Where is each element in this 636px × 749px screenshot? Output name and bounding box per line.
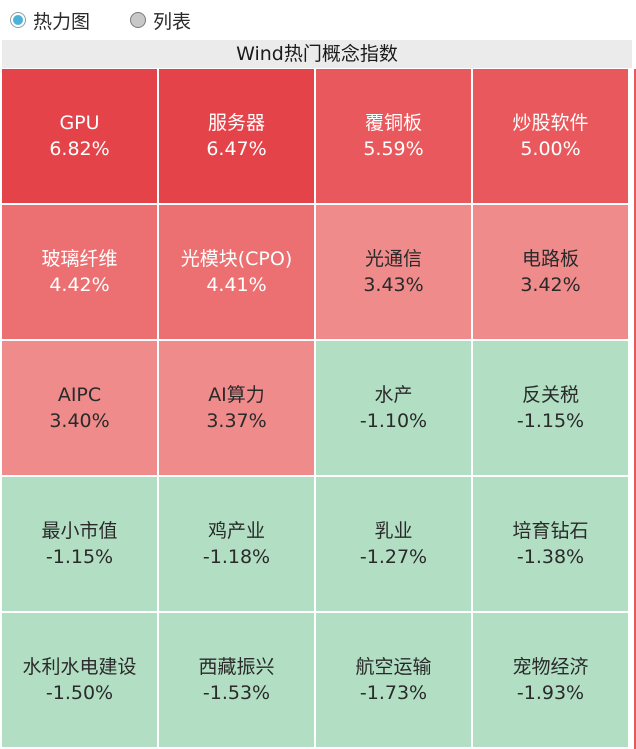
concept-cell[interactable]: GPU 6.82% [2, 69, 157, 203]
concept-change: -1.93% [516, 682, 585, 704]
concept-name: 炒股软件 [512, 112, 589, 134]
concept-change: 4.41% [206, 274, 267, 296]
concept-name: 培育钻石 [512, 520, 589, 542]
concept-cell[interactable]: 西藏振兴 -1.53% [159, 613, 314, 747]
concept-cell[interactable]: 宠物经济 -1.93% [473, 613, 628, 747]
concept-change: -1.15% [45, 546, 114, 568]
concept-cell[interactable]: 乳业 -1.27% [316, 477, 471, 611]
concept-name: 水产 [374, 384, 413, 406]
heatmap-row: 玻璃纤维 4.42% 光模块(CPO) 4.41% 光通信 3.43% 电路板 3.42% [2, 205, 632, 339]
concept-cell[interactable]: 玻璃纤维 4.42% [2, 205, 157, 339]
concept-change: -1.50% [45, 682, 114, 704]
panel-title: Wind热门概念指数 [2, 40, 632, 68]
heatmap-label: 热力图 [33, 10, 91, 33]
concept-cell[interactable]: 培育钻石 -1.38% [473, 477, 628, 611]
concept-change: -1.53% [202, 682, 271, 704]
concept-cell[interactable]: AI算力 3.37% [159, 341, 314, 475]
heatmap-row: 水利水电建设 -1.50% 西藏振兴 -1.53% 航空运输 -1.73% 宠物经济 -1.9… [2, 613, 632, 747]
concept-cell[interactable]: 光模块(CPO) 4.41% [159, 205, 314, 339]
concept-name: AI算力 [208, 384, 265, 406]
heatmap-row: AIPC 3.40% AI算力 3.37% 水产 -1.10% 反关税 -1.15% [2, 341, 632, 475]
concept-change: -1.10% [359, 410, 428, 432]
concept-change: 3.42% [520, 274, 581, 296]
concept-cell[interactable]: 水利水电建设 -1.50% [2, 613, 157, 747]
concept-change: -1.18% [202, 546, 271, 568]
concept-cell[interactable]: 光通信 3.43% [316, 205, 471, 339]
concept-change: -1.73% [359, 682, 428, 704]
heatmap-row: 最小市值 -1.15% 鸡产业 -1.18% 乳业 -1.27% 培育钻石 -1.38% [2, 477, 632, 611]
view-toggle: 热力图 列表 [0, 0, 636, 40]
concept-name: 鸡产业 [207, 520, 265, 542]
concept-cell[interactable]: 水产 -1.10% [316, 341, 471, 475]
list-label: 列表 [153, 10, 192, 33]
concept-change: 6.47% [206, 138, 267, 160]
concept-cell[interactable]: AIPC 3.40% [2, 341, 157, 475]
concept-cell[interactable]: 鸡产业 -1.18% [159, 477, 314, 611]
heatmap-row: GPU 6.82% 服务器 6.47% 覆铜板 5.59% 炒股软件 5.00% [2, 69, 632, 203]
concept-change: 3.37% [206, 410, 267, 432]
radio-unchecked-icon [130, 12, 146, 28]
scroll-edge [634, 69, 636, 749]
concept-change: 5.00% [520, 138, 581, 160]
concept-change: 3.40% [49, 410, 110, 432]
radio-checked-icon [10, 12, 26, 28]
heatmap-panel: Wind热门概念指数 GPU 6.82% 服务器 6.47% 覆铜板 5.59% 炒股软件 5… [2, 40, 636, 749]
concept-name: 水利水电建设 [22, 656, 137, 678]
concept-change: -1.15% [516, 410, 585, 432]
concept-cell[interactable]: 覆铜板 5.59% [316, 69, 471, 203]
concept-change: 3.43% [363, 274, 424, 296]
concept-name: GPU [59, 112, 100, 134]
concept-change: 4.42% [49, 274, 110, 296]
concept-name: 覆铜板 [364, 112, 422, 134]
concept-cell[interactable]: 航空运输 -1.73% [316, 613, 471, 747]
concept-cell[interactable]: 炒股软件 5.00% [473, 69, 628, 203]
concept-name: 电路板 [521, 248, 579, 270]
concept-change: -1.38% [516, 546, 585, 568]
concept-change: -1.27% [359, 546, 428, 568]
concept-name: 光通信 [364, 248, 422, 270]
concept-name: 西藏振兴 [198, 656, 275, 678]
heatmap-radio[interactable]: 热力图 [10, 8, 91, 33]
list-radio[interactable]: 列表 [130, 8, 192, 33]
concept-cell[interactable]: 电路板 3.42% [473, 205, 628, 339]
concept-name: 服务器 [207, 112, 265, 134]
concept-cell[interactable]: 服务器 6.47% [159, 69, 314, 203]
concept-name: 宠物经济 [512, 656, 589, 678]
concept-name: 乳业 [374, 520, 413, 542]
concept-name: 玻璃纤维 [41, 248, 118, 270]
concept-name: AIPC [57, 384, 102, 406]
concept-name: 反关税 [521, 384, 579, 406]
concept-name: 最小市值 [41, 520, 118, 542]
concept-change: 6.82% [49, 138, 110, 160]
concept-cell[interactable]: 反关税 -1.15% [473, 341, 628, 475]
concept-change: 5.59% [363, 138, 424, 160]
heatmap-grid: GPU 6.82% 服务器 6.47% 覆铜板 5.59% 炒股软件 5.00% 玻璃纤维 4.4… [2, 69, 632, 749]
concept-cell[interactable]: 最小市值 -1.15% [2, 477, 157, 611]
concept-name: 航空运输 [355, 656, 432, 678]
concept-name: 光模块(CPO) [180, 248, 293, 270]
